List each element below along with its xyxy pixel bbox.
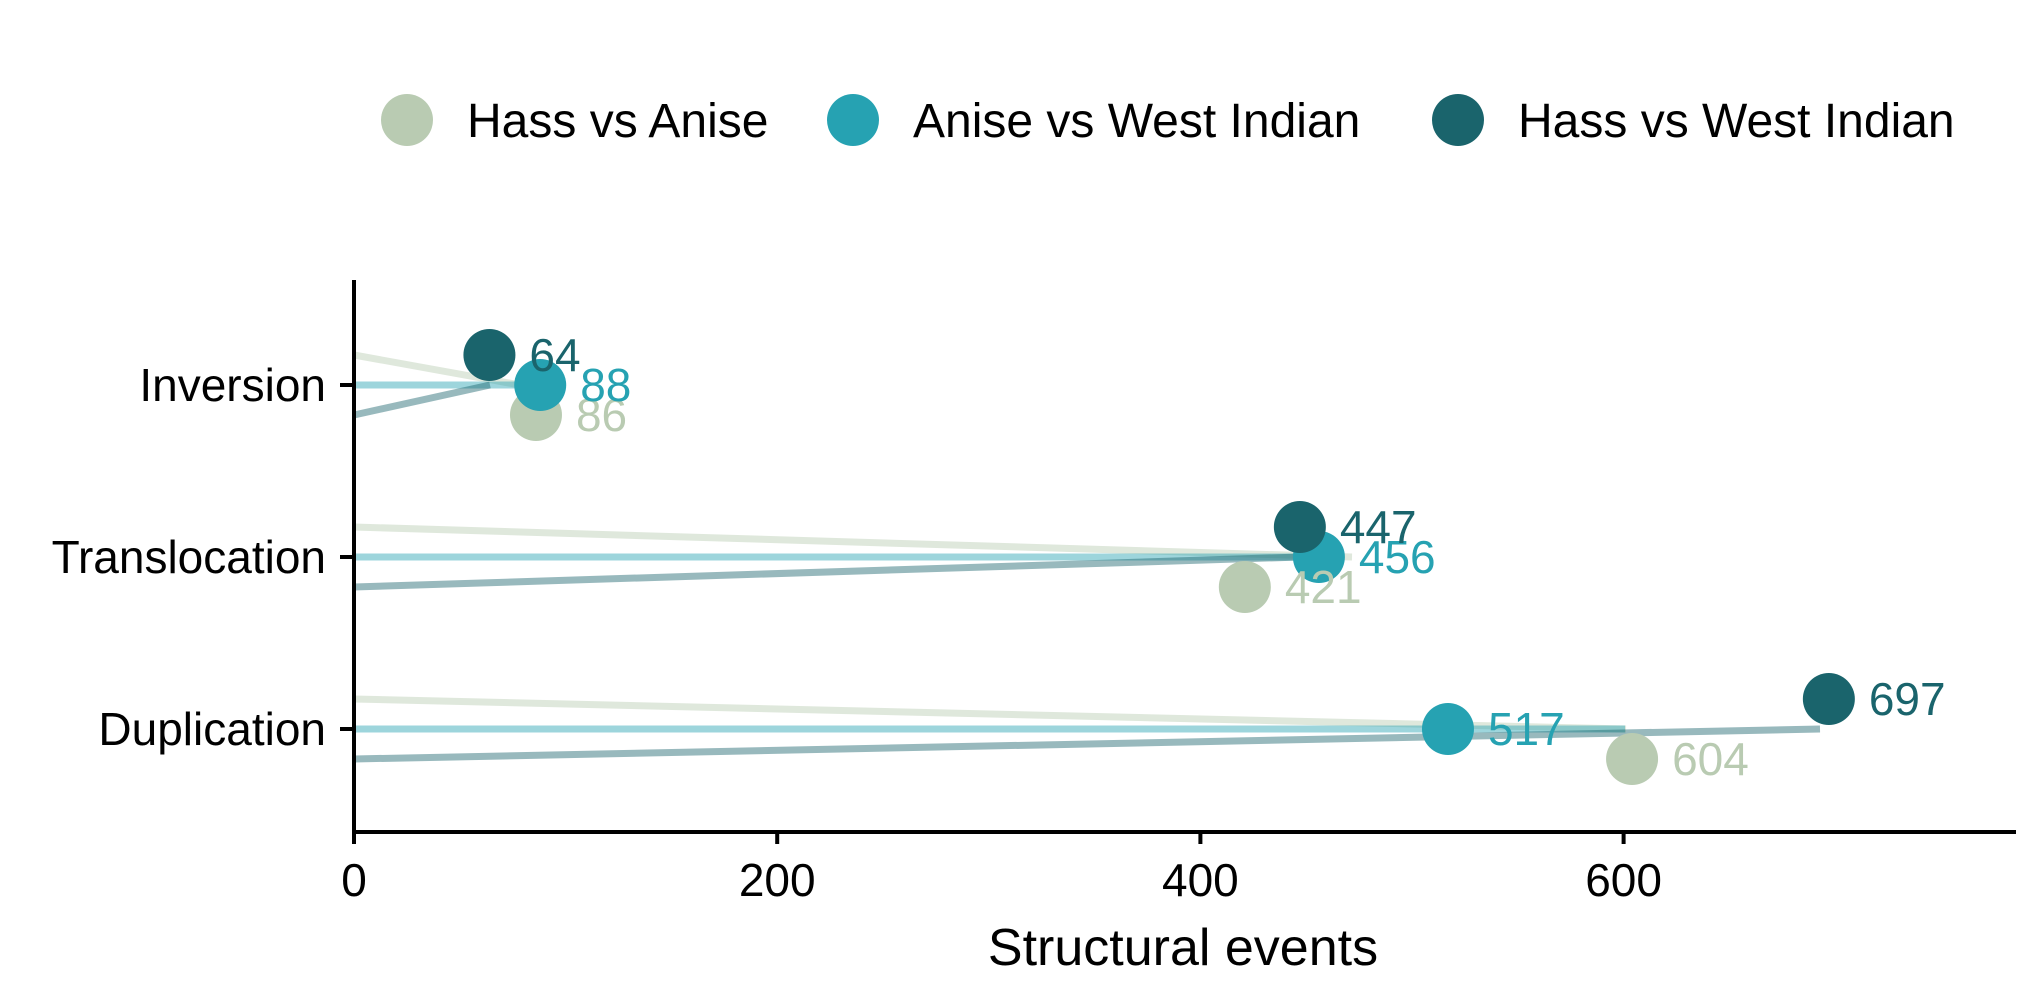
data-point xyxy=(514,359,567,411)
stem xyxy=(353,381,491,419)
legend-label: Hass vs Anise xyxy=(467,95,768,148)
data-label: 447 xyxy=(1340,501,1417,553)
stems xyxy=(353,351,1821,763)
data-label: 64 xyxy=(529,329,580,381)
data-label: 456 xyxy=(1359,531,1436,583)
data-labels: 86 421 604 88 456 517 64 447 697 xyxy=(529,329,1945,785)
stem xyxy=(353,553,1301,591)
data-label: 604 xyxy=(1672,733,1749,785)
data-point xyxy=(1273,501,1326,553)
data-label: 697 xyxy=(1869,673,1946,725)
x-axis-title: Structural events xyxy=(988,919,1378,977)
axes: 0 200 400 600 Inversion Translocation Duplicat… xyxy=(52,280,2016,906)
data-point xyxy=(1421,703,1474,755)
y-tick-label: Duplication xyxy=(98,703,326,755)
legend-swatch xyxy=(827,94,879,146)
stem xyxy=(353,695,1627,733)
stem xyxy=(353,523,1353,561)
x-tick-label: 600 xyxy=(1585,854,1662,906)
legend-swatch xyxy=(1432,94,1484,146)
points xyxy=(463,329,1855,785)
data-point xyxy=(1606,733,1659,785)
legend-swatch xyxy=(381,94,433,146)
y-tick-label: Translocation xyxy=(52,531,326,583)
data-label: 86 xyxy=(576,389,627,441)
stem xyxy=(353,725,1821,763)
y-tick-label: Inversion xyxy=(139,359,326,411)
x-tick-label: 0 xyxy=(341,854,367,906)
legend: Hass vs Anise Anise vs West Indian Hass vs… xyxy=(381,94,1955,148)
data-label: 421 xyxy=(1285,561,1362,613)
data-point xyxy=(1218,561,1271,613)
data-point xyxy=(1802,673,1855,725)
legend-label: Hass vs West Indian xyxy=(1518,95,1955,148)
x-tick-label: 200 xyxy=(739,854,816,906)
data-label: 88 xyxy=(580,359,631,411)
data-label: 517 xyxy=(1488,703,1565,755)
legend-label: Anise vs West Indian xyxy=(913,95,1360,148)
x-tick-label: 400 xyxy=(1162,854,1239,906)
data-point xyxy=(463,329,516,381)
